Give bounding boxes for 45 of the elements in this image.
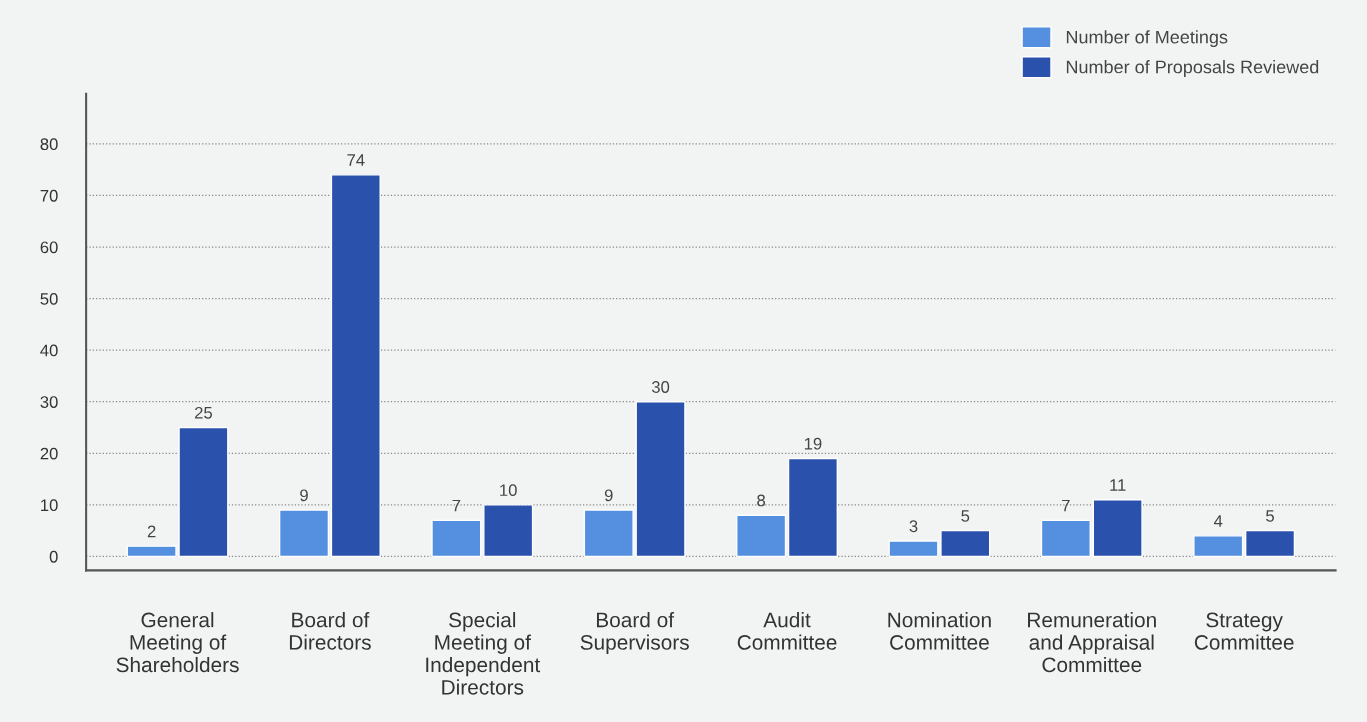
bar (431, 519, 482, 558)
bar (1193, 535, 1244, 558)
data-label: 5 (961, 510, 970, 522)
y-tick-label: 10 (41, 499, 58, 512)
y-tick-label: 70 (40, 189, 58, 202)
x-tick-label: Nomination Committee (888, 612, 991, 650)
bar (483, 504, 534, 558)
bar (787, 457, 839, 558)
data-label: 2 (147, 525, 156, 538)
y-tick-label: 80 (40, 138, 58, 151)
data-label: 74 (347, 154, 365, 166)
x-tick-label: Board of Supervisors (580, 612, 689, 654)
x-tick-label: Special Meeting of Independent Directors (426, 612, 541, 695)
y-tick-label: 40 (40, 344, 58, 357)
y-tick-label: 50 (40, 293, 58, 305)
y-tick-label: 20 (40, 447, 58, 460)
data-label: 25 (195, 406, 213, 419)
y-tick-label: 60 (40, 241, 58, 254)
data-label: 5 (1266, 510, 1274, 522)
data-label: 9 (300, 489, 308, 502)
data-label: 7 (1062, 499, 1070, 512)
y-tick-label: 30 (40, 396, 58, 408)
data-label: 9 (604, 489, 613, 502)
y-tick-label: 0 (49, 550, 58, 563)
bar (330, 174, 381, 558)
data-label: 10 (500, 484, 517, 497)
bar (1244, 529, 1296, 558)
x-tick-label: Audit Committee (737, 612, 837, 650)
data-label: 11 (1110, 479, 1126, 491)
legend-label: Number of Proposals Reviewed (1066, 60, 1319, 77)
data-label: 3 (909, 520, 918, 533)
data-label: 4 (1213, 515, 1223, 527)
data-label: 8 (757, 494, 766, 507)
bar (278, 509, 330, 558)
data-label: 19 (804, 437, 822, 450)
bar (736, 514, 787, 558)
bar (1092, 499, 1143, 558)
bar (1040, 519, 1091, 558)
legend-label: Number of Meetings (1066, 30, 1228, 48)
data-label: 30 (651, 381, 670, 393)
x-tick-label: Board of Directors (289, 612, 371, 650)
x-tick-label: Remuneration and Appraisal Committee (1028, 612, 1156, 673)
x-tick-label: General Meeting of Shareholders (116, 612, 239, 673)
x-tick-label: Strategy Committee (1194, 612, 1294, 650)
data-label: 7 (452, 499, 461, 512)
